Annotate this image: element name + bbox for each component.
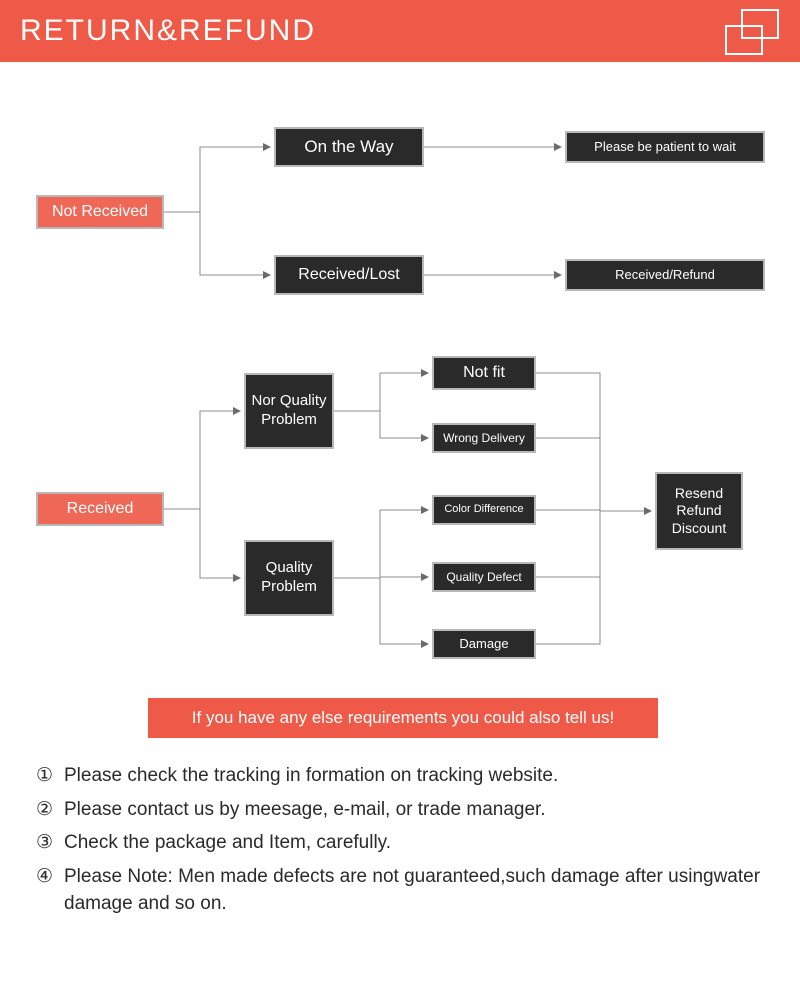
node-not-fit: Not fit xyxy=(432,356,536,390)
node-wrong-delivery: Wrong Delivery xyxy=(432,423,536,453)
page-header: RETURN&REFUND xyxy=(0,0,800,62)
help-banner: If you have any else requirements you co… xyxy=(148,698,658,738)
node-quality-defect: Quality Defect xyxy=(432,562,536,592)
note-text: Please Note: Men made defects are not gu… xyxy=(64,863,764,918)
note-number: ② xyxy=(36,796,64,824)
note-item: ③ Check the package and Item, carefully. xyxy=(36,829,764,857)
node-damage: Damage xyxy=(432,629,536,659)
node-color-diff: Color Difference xyxy=(432,495,536,525)
flowchart: If you have any else requirements you co… xyxy=(0,62,800,742)
note-item: ④ Please Note: Men made defects are not … xyxy=(36,863,764,918)
node-resend: Resend Refund Discount xyxy=(655,472,743,550)
header-decoration-icon xyxy=(712,8,782,58)
note-text: Please contact us by meesage, e-mail, or… xyxy=(64,796,546,824)
note-item: ② Please contact us by meesage, e-mail, … xyxy=(36,796,764,824)
node-received-refund: Received/Refund xyxy=(565,259,765,291)
notes-list: ① Please check the tracking in formation… xyxy=(0,742,800,918)
note-text: Please check the tracking in formation o… xyxy=(64,762,558,790)
node-quality-prob: Quality Problem xyxy=(244,540,334,616)
node-received-lost: Received/Lost xyxy=(274,255,424,295)
note-text: Check the package and Item, carefully. xyxy=(64,829,391,857)
note-number: ③ xyxy=(36,829,64,857)
banner-text: If you have any else requirements you co… xyxy=(192,708,614,728)
header-title: RETURN&REFUND xyxy=(20,14,316,48)
node-received: Received xyxy=(36,492,164,526)
node-on-the-way: On the Way xyxy=(274,127,424,167)
node-patient-wait: Please be patient to wait xyxy=(565,131,765,163)
note-number: ① xyxy=(36,762,64,790)
node-not-received: Not Received xyxy=(36,195,164,229)
note-item: ① Please check the tracking in formation… xyxy=(36,762,764,790)
note-number: ④ xyxy=(36,863,64,918)
node-nor-quality: Nor Quality Problem xyxy=(244,373,334,449)
